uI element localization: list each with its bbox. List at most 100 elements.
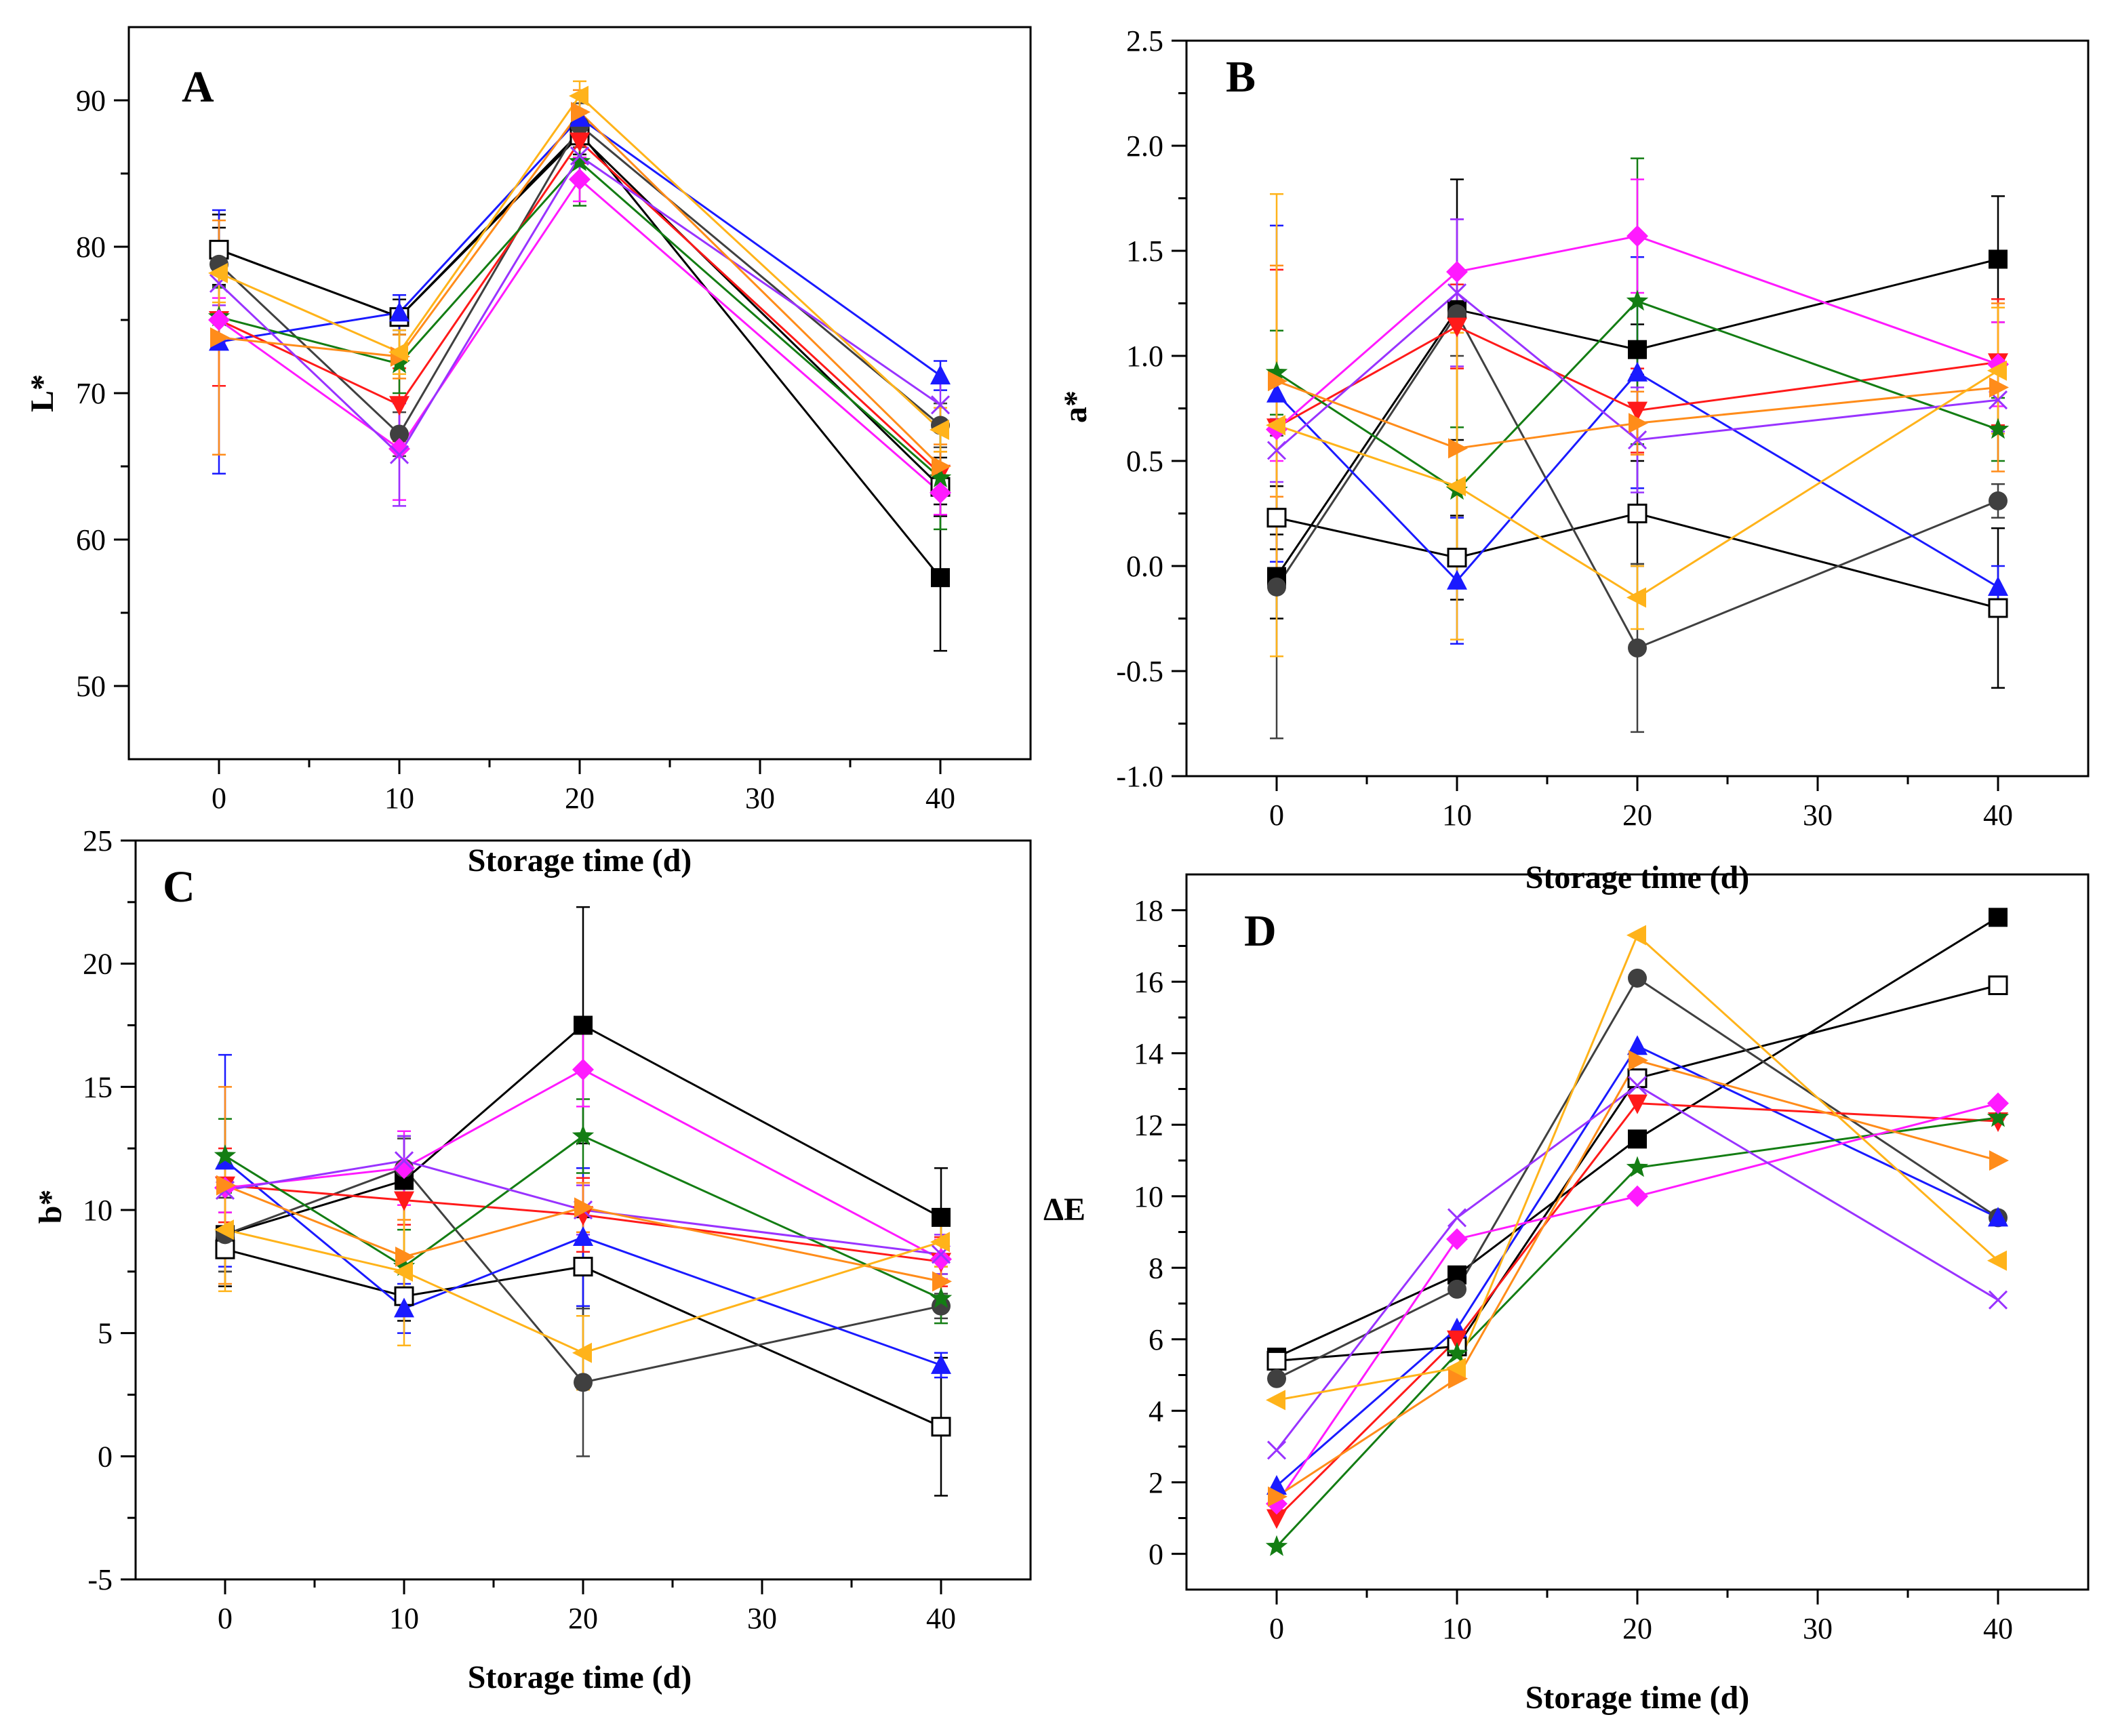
data-point-d-orange-triangle-right [1448,1368,1468,1389]
series-line-b-dark-circle [1275,312,1999,649]
y-tick-label-c: 0 [98,1440,113,1473]
y-tick-label-b: -0.5 [1116,655,1163,688]
data-point-b-orange-triangle-right [1629,413,1648,434]
series-line-a-red-triangle-down [218,140,942,475]
series-line-d-open-square [1276,984,1999,1362]
x-axis-label-a: Storage time (d) [468,843,692,879]
data-point-c-orange-triangle-right [932,1271,952,1292]
y-tick-label-b: 1.5 [1126,235,1163,268]
data-point-b-green-star [1987,418,2010,439]
x-tick-label-d: 30 [1803,1612,1833,1645]
series-line-c-gold-triangle-left [224,1228,942,1354]
x-tick-label-c: 40 [926,1602,956,1635]
x-tick-label-a: 20 [565,782,595,815]
data-point-c-dark-circle [574,1373,593,1392]
data-point-b-blue-triangle [1627,361,1648,382]
y-tick-label-d: 14 [1134,1037,1163,1070]
data-point-b-open-square [1447,548,1467,568]
panel-c: 0 10 20 30 40 -5 0 5 10 15 20 25 C Storage time (d)… [33,824,1032,1695]
y-tick-label-d: 16 [1134,965,1163,998]
series-line-a-blue-triangle [218,116,941,377]
series-line-c-magenta-diamond [224,1068,942,1261]
panel-b: 0 10 20 30 40 -1.0 -0.5 0.0 0.5 1.0 1.5 2.0 2.5 B St… [1058,24,2090,895]
data-point-c-orange-triangle-right [574,1197,594,1218]
data-point-c-blue-triangle [394,1297,414,1318]
data-point-d-open-square [1988,975,2008,996]
data-point-d-gold-triangle-left [1626,925,1646,946]
data-point-b-open-square [1266,508,1287,528]
x-tick-label-b: 30 [1803,799,1833,832]
y-tick-label-a: 60 [76,523,106,557]
data-point-d-purple-cross [1266,1440,1287,1460]
x-tick-label-b: 10 [1442,799,1472,832]
data-point-d-purple-cross [1988,1290,2008,1310]
data-point-c-magenta-diamond [930,1248,952,1270]
data-point-c-gold-triangle-left [572,1342,592,1363]
y-tick-label-c: 25 [83,824,113,857]
data-point-b-purple-cross [1627,430,1648,450]
data-point-d-green-star [1265,1535,1288,1556]
y-tick-label-d: 8 [1149,1251,1163,1285]
data-point-a-gold-triangle-left [930,420,949,440]
data-point-d-red-triangle-down [1266,1509,1287,1529]
data-point-b-gold-triangle-left [1266,415,1285,436]
data-point-d-purple-cross [1447,1208,1467,1228]
data-point-d-dark-circle [1448,1279,1466,1299]
y-tick-label-a: 90 [76,84,106,117]
data-point-b-purple-cross [1447,283,1467,303]
data-point-b-blue-triangle [1447,569,1467,590]
data-point-c-blue-triangle [573,1226,593,1246]
data-point-a-gold-triangle-left [208,262,228,283]
data-point-c-black-square [574,1015,593,1035]
y-tick-label-b: -1.0 [1116,760,1163,793]
panel-letter-d: D [1244,906,1277,956]
data-point-a-purple-cross [930,395,951,415]
series-line-a-open-square [218,134,942,488]
series-line-c-orange-triangle-right [224,1184,942,1283]
x-axis-label-c: Storage time (d) [468,1659,692,1695]
data-point-b-dark-circle [1267,578,1286,597]
y-tick-label-d: 6 [1149,1323,1163,1356]
data-point-b-orange-triangle-right [1448,438,1468,459]
data-point-a-green-star [568,150,591,171]
data-point-a-dark-circle [390,424,409,444]
data-point-d-orange-triangle-right [1268,1486,1287,1507]
data-point-d-magenta-diamond [1626,1185,1648,1207]
series-line-a-dark-circle [218,123,941,436]
x-tick-label-c: 30 [747,1602,777,1635]
data-point-d-green-star [1626,1156,1649,1177]
data-point-b-gold-triangle-left [1987,360,2007,381]
series-line-c-open-square [224,1248,942,1428]
x-tick-label-b: 0 [1269,799,1284,832]
data-point-d-black-square [1628,1129,1647,1149]
x-tick-label-c: 10 [389,1602,419,1635]
data-point-a-magenta-diamond [569,168,591,190]
data-point-c-purple-cross [394,1151,414,1171]
data-point-d-purple-cross [1627,1076,1648,1095]
data-point-a-green-star [929,466,952,487]
series-line-d-green-star [1275,1116,1999,1548]
data-point-b-green-star [1265,361,1288,382]
series-line-b-blue-triangle [1275,371,1999,588]
data-point-a-blue-triangle [930,365,951,385]
y-axis-label-d: ΔE [1043,1192,1085,1228]
data-point-c-black-square [932,1207,951,1227]
data-point-d-green-star [1987,1106,2010,1127]
y-tick-label-b: 1.0 [1126,340,1163,373]
data-point-d-orange-triangle-right [1989,1150,2009,1171]
series-line-b-orange-triangle-right [1276,380,1999,449]
data-point-b-open-square [1627,504,1648,523]
data-point-b-black-square [1989,249,2008,269]
series-line-c-green-star [224,1135,942,1300]
data-point-a-black-square [931,568,950,588]
y-axis-label-c: b* [33,1190,68,1224]
data-point-b-purple-cross [1266,441,1287,460]
series-line-b-purple-cross [1276,291,1999,451]
x-tick-label-a: 40 [925,782,955,815]
data-point-b-gold-triangle-left [1626,587,1646,608]
series-line-d-blue-triangle [1276,1045,1999,1487]
data-point-c-green-star [393,1255,416,1276]
series-line-b-magenta-diamond [1276,235,1999,430]
data-point-b-magenta-diamond [1446,261,1468,283]
data-point-d-blue-triangle [1627,1035,1648,1055]
